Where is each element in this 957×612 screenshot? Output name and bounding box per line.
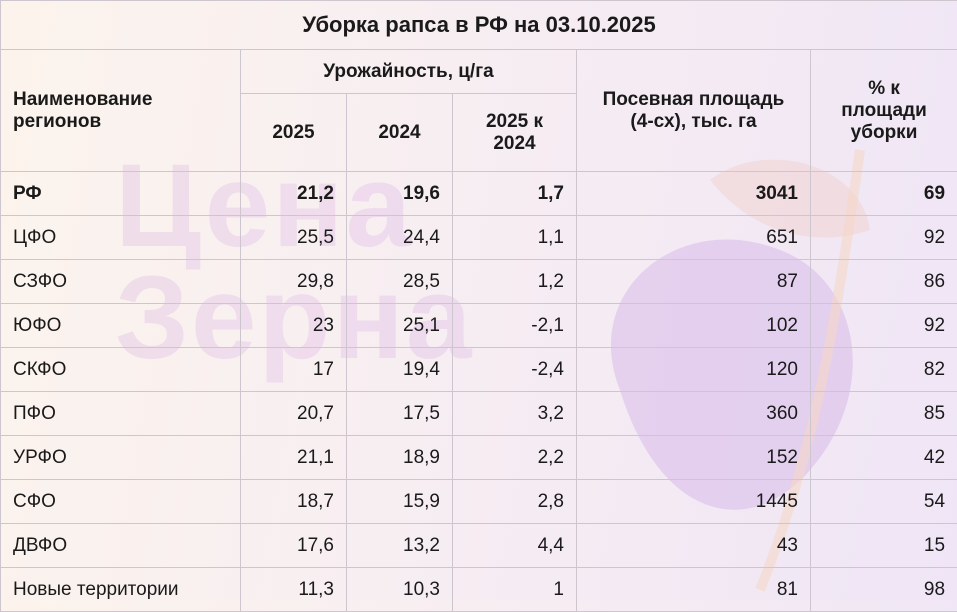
cell-pct: 69 xyxy=(811,172,957,216)
cell-region: РФ xyxy=(1,172,241,216)
cell-y2025: 25,5 xyxy=(241,216,347,260)
cell-region: УРФО xyxy=(1,436,241,480)
cell-pct: 42 xyxy=(811,436,957,480)
cell-pct: 15 xyxy=(811,524,957,568)
cell-y2024: 19,6 xyxy=(347,172,453,216)
cell-y2024: 25,1 xyxy=(347,304,453,348)
cell-y2025: 21,1 xyxy=(241,436,347,480)
cell-diff: 3,2 xyxy=(453,392,577,436)
header-2025: 2025 xyxy=(241,94,347,172)
cell-diff: -2,1 xyxy=(453,304,577,348)
cell-region: ПФО xyxy=(1,392,241,436)
cell-region: ЦФО xyxy=(1,216,241,260)
cell-y2024: 17,5 xyxy=(347,392,453,436)
cell-y2025: 18,7 xyxy=(241,480,347,524)
cell-pct: 98 xyxy=(811,568,957,612)
cell-area: 81 xyxy=(577,568,811,612)
header-region: Наименование регионов xyxy=(1,50,241,172)
cell-pct: 85 xyxy=(811,392,957,436)
cell-pct: 82 xyxy=(811,348,957,392)
header-yield-group: Урожайность, ц/га xyxy=(241,50,577,94)
cell-region: Новые территории xyxy=(1,568,241,612)
cell-pct: 54 xyxy=(811,480,957,524)
cell-y2024: 18,9 xyxy=(347,436,453,480)
cell-area: 651 xyxy=(577,216,811,260)
cell-diff: 1 xyxy=(453,568,577,612)
cell-y2025: 17,6 xyxy=(241,524,347,568)
cell-area: 1445 xyxy=(577,480,811,524)
cell-y2024: 28,5 xyxy=(347,260,453,304)
cell-diff: 2,2 xyxy=(453,436,577,480)
cell-y2024: 24,4 xyxy=(347,216,453,260)
cell-diff: 2,8 xyxy=(453,480,577,524)
cell-y2024: 13,2 xyxy=(347,524,453,568)
cell-diff: 4,4 xyxy=(453,524,577,568)
header-pct: % к площади уборки xyxy=(811,50,957,172)
header-2024: 2024 xyxy=(347,94,453,172)
cell-y2025: 20,7 xyxy=(241,392,347,436)
cell-y2024: 10,3 xyxy=(347,568,453,612)
cell-area: 360 xyxy=(577,392,811,436)
cell-region: ДВФО xyxy=(1,524,241,568)
cell-region: ЮФО xyxy=(1,304,241,348)
table-title: Уборка рапса в РФ на 03.10.2025 xyxy=(1,1,957,50)
cell-area: 102 xyxy=(577,304,811,348)
cell-y2024: 15,9 xyxy=(347,480,453,524)
cell-area: 43 xyxy=(577,524,811,568)
cell-region: СКФО xyxy=(1,348,241,392)
cell-region: СЗФО xyxy=(1,260,241,304)
cell-pct: 92 xyxy=(811,216,957,260)
header-area: Посевная площадь (4-сх), тыс. га xyxy=(577,50,811,172)
cell-pct: 92 xyxy=(811,304,957,348)
cell-diff: 1,7 xyxy=(453,172,577,216)
cell-area: 3041 xyxy=(577,172,811,216)
cell-diff: 1,2 xyxy=(453,260,577,304)
cell-pct: 86 xyxy=(811,260,957,304)
cell-area: 152 xyxy=(577,436,811,480)
cell-y2025: 17 xyxy=(241,348,347,392)
cell-y2025: 21,2 xyxy=(241,172,347,216)
cell-region: СФО xyxy=(1,480,241,524)
cell-y2025: 23 xyxy=(241,304,347,348)
cell-y2025: 11,3 xyxy=(241,568,347,612)
header-diff: 2025 к 2024 xyxy=(453,94,577,172)
cell-diff: -2,4 xyxy=(453,348,577,392)
cell-y2024: 19,4 xyxy=(347,348,453,392)
cell-area: 87 xyxy=(577,260,811,304)
cell-area: 120 xyxy=(577,348,811,392)
cell-y2025: 29,8 xyxy=(241,260,347,304)
cell-diff: 1,1 xyxy=(453,216,577,260)
